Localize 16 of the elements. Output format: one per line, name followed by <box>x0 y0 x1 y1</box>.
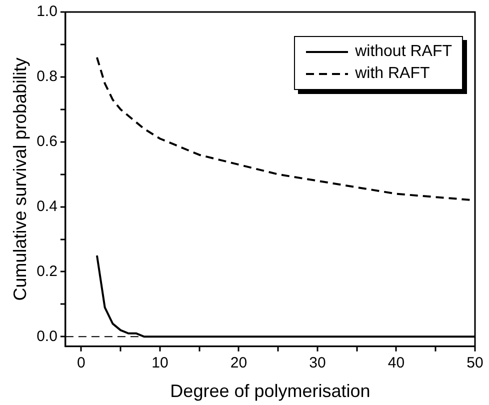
x-axis-title: Degree of polymerisation <box>170 381 370 402</box>
x-tick-label: 30 <box>309 354 326 372</box>
y-tick-label: 0.8 <box>36 68 58 86</box>
legend-label: with RAFT <box>355 64 430 84</box>
legend-label: without RAFT <box>355 42 452 62</box>
x-tick-label: 0 <box>77 354 86 372</box>
y-tick-label: 0.6 <box>36 133 58 150</box>
x-tick-label: 40 <box>388 354 405 372</box>
x-tick-label: 50 <box>466 354 484 372</box>
y-tick-label: 0.2 <box>36 262 58 280</box>
y-tick-label: 0.4 <box>36 198 58 215</box>
x-tick-label: 10 <box>152 354 168 372</box>
y-axis-title: Cumulative survival probability <box>10 58 30 301</box>
y-tick-label: 0.0 <box>36 328 58 345</box>
x-tick-label: 20 <box>230 354 248 372</box>
y-tick-label: 1.0 <box>36 3 58 20</box>
